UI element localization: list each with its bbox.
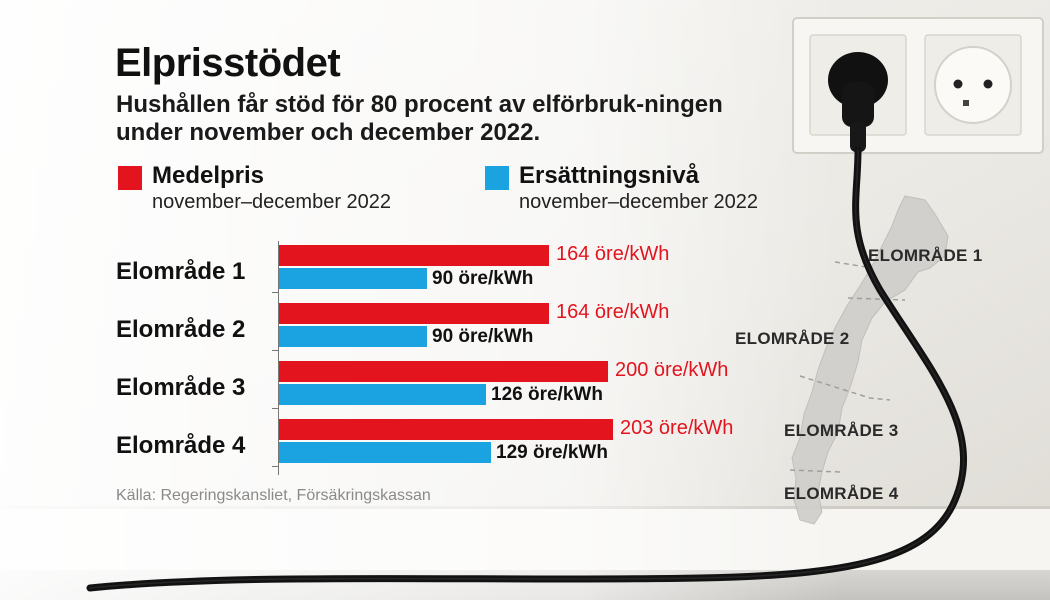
page-title: Elprisstödet bbox=[115, 41, 341, 85]
legend-label: Medelpris bbox=[152, 162, 265, 189]
category-label: Elområde 1 bbox=[116, 258, 246, 285]
y-axis-tick bbox=[272, 466, 279, 467]
y-axis-line bbox=[278, 241, 279, 475]
data-label-medelpris: 164 öre/kWh bbox=[556, 243, 670, 265]
wall-socket bbox=[792, 17, 1044, 154]
map-label-elomrade-3: ELOMRÅDE 3 bbox=[784, 421, 899, 440]
category-label: Elområde 3 bbox=[116, 374, 246, 401]
data-label-medelpris: 164 öre/kWh bbox=[556, 301, 670, 323]
data-label-ersattningsniva: 126 öre/kWh bbox=[491, 384, 603, 405]
y-axis-tick bbox=[272, 408, 279, 409]
bar-medelpris bbox=[279, 245, 549, 266]
category-label: Elområde 4 bbox=[116, 432, 246, 459]
bar-ersattningsniva bbox=[279, 268, 427, 289]
category-label: Elområde 2 bbox=[116, 316, 246, 343]
legend-period: november–december 2022 bbox=[519, 191, 759, 213]
legend-swatch-red bbox=[118, 166, 142, 190]
data-label-medelpris: 200 öre/kWh bbox=[615, 359, 729, 381]
bar-medelpris bbox=[279, 419, 613, 440]
bar-medelpris bbox=[279, 361, 608, 382]
bar-medelpris bbox=[279, 303, 549, 324]
map-label-elomrade-1: ELOMRÅDE 1 bbox=[868, 246, 983, 265]
bar-ersattningsniva bbox=[279, 442, 491, 463]
page-subtitle: Hushållen får stöd för 80 procent av elf… bbox=[116, 91, 723, 146]
legend-period: november–december 2022 bbox=[152, 191, 392, 213]
data-label-medelpris: 203 öre/kWh bbox=[620, 417, 734, 439]
y-axis-tick bbox=[272, 292, 279, 293]
data-label-ersattningsniva: 90 öre/kWh bbox=[432, 326, 534, 347]
bar-ersattningsniva bbox=[279, 384, 486, 405]
y-axis-tick bbox=[272, 350, 279, 351]
map-label-elomrade-2: ELOMRÅDE 2 bbox=[735, 329, 850, 348]
legend-label: Ersättningsnivå bbox=[519, 162, 700, 189]
data-label-ersattningsniva: 90 öre/kWh bbox=[432, 268, 534, 289]
map-label-elomrade-4: ELOMRÅDE 4 bbox=[784, 484, 899, 503]
data-label-ersattningsniva: 129 öre/kWh bbox=[496, 442, 608, 463]
bar-ersattningsniva bbox=[279, 326, 427, 347]
legend-swatch-blue bbox=[485, 166, 509, 190]
source-note: Källa: Regeringskansliet, Försäkringskas… bbox=[116, 487, 431, 504]
